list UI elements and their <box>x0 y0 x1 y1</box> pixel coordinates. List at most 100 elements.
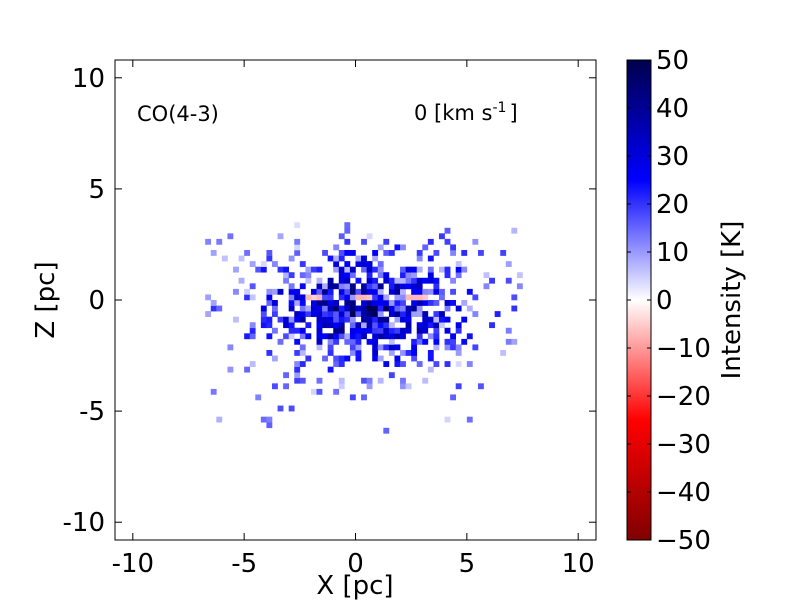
heat-cell <box>322 283 328 290</box>
heat-cell <box>283 316 289 323</box>
heat-cell <box>338 277 345 284</box>
heat-cell <box>233 266 239 273</box>
heat-cell <box>322 294 328 301</box>
heat-cell <box>394 283 401 290</box>
heat-cell <box>338 322 345 329</box>
heat-cell <box>355 355 362 362</box>
heat-cell <box>305 355 312 362</box>
colorbar-label: Intensity [K] <box>717 221 747 380</box>
heat-cell <box>411 300 418 306</box>
heat-cell <box>361 311 367 317</box>
heat-cell <box>344 277 351 284</box>
heat-cell <box>299 311 306 317</box>
heat-cell <box>299 305 306 312</box>
heat-cell <box>316 333 323 340</box>
heat-cell <box>372 294 379 301</box>
heat-cell <box>494 311 501 317</box>
velocity-prefix: 0 [km s <box>414 101 492 125</box>
heat-cell <box>439 294 445 301</box>
heat-cell <box>294 288 301 295</box>
heat-cell <box>266 250 273 256</box>
heat-cell <box>427 366 434 373</box>
heat-cell <box>405 294 412 301</box>
heat-cell <box>383 327 390 334</box>
heat-cell <box>444 238 451 245</box>
heat-cell <box>461 316 468 323</box>
heat-cell <box>244 250 251 256</box>
heat-cell <box>394 327 401 334</box>
heat-cell <box>361 261 367 267</box>
heat-cell <box>461 300 468 306</box>
heat-cell <box>411 277 418 284</box>
heat-cell <box>400 272 406 279</box>
x-tick-label: 5 <box>459 549 476 579</box>
heat-cell <box>444 300 451 306</box>
heat-cell <box>400 327 406 334</box>
heat-cell <box>333 255 340 262</box>
heat-cell <box>516 272 523 279</box>
heat-cell <box>355 255 362 262</box>
heat-cell <box>233 316 239 323</box>
heat-cell <box>361 316 367 323</box>
heat-cell <box>344 283 351 290</box>
heat-cell <box>439 266 445 273</box>
heat-cell <box>310 305 317 312</box>
heat-cell <box>372 316 379 323</box>
heat-cell <box>361 255 367 262</box>
heat-cell <box>444 416 451 423</box>
heat-cell <box>427 350 434 356</box>
heat-cell <box>294 244 301 251</box>
heat-cell <box>366 316 373 323</box>
heat-cell <box>294 338 301 345</box>
heat-cell <box>433 283 440 290</box>
heat-cell <box>422 277 429 284</box>
heat-cell <box>338 272 345 279</box>
heat-cell <box>366 305 373 312</box>
heat-cell <box>338 233 345 240</box>
heat-cell <box>249 361 256 367</box>
heat-cell <box>283 272 289 279</box>
heat-cell <box>283 372 289 379</box>
heat-cell <box>249 294 256 301</box>
heat-cell <box>411 266 418 273</box>
heat-cell <box>427 238 434 245</box>
heat-cell <box>388 338 395 345</box>
heat-cell <box>327 300 334 306</box>
heat-cell <box>477 250 484 256</box>
heat-cell <box>333 316 340 323</box>
heat-cell <box>299 300 306 306</box>
heat-cell <box>444 338 451 345</box>
heat-cell <box>433 333 440 340</box>
heat-cell <box>355 294 362 301</box>
heat-cell <box>316 327 323 334</box>
heat-cell <box>394 316 401 323</box>
heat-cell <box>372 311 379 317</box>
heat-cell <box>377 377 384 384</box>
heat-cell <box>277 338 284 345</box>
y-tick-label: -10 <box>63 508 105 538</box>
heat-cell <box>377 266 384 273</box>
heat-cell <box>260 305 267 312</box>
heat-cell <box>361 266 367 273</box>
heat-cell <box>366 311 373 317</box>
heat-cell <box>294 316 301 323</box>
heat-cell <box>427 277 434 284</box>
colorbar-tick-label: −40 <box>656 478 711 508</box>
heat-cell <box>366 377 373 384</box>
heat-cell <box>450 394 457 401</box>
heat-cell <box>355 327 362 334</box>
heat-cell <box>271 327 278 334</box>
heat-cell <box>299 294 306 301</box>
heat-cell <box>316 338 323 345</box>
heat-cell <box>349 338 356 345</box>
heat-cell <box>405 283 412 290</box>
heat-cell <box>388 277 395 284</box>
colorbar-tick-label: 30 <box>656 142 689 172</box>
heat-cell <box>294 377 301 384</box>
heat-cell <box>411 288 418 295</box>
heat-cell <box>377 322 384 329</box>
heat-cell <box>383 305 390 312</box>
colorbar-tick-label: 50 <box>656 46 689 76</box>
heat-cell <box>333 327 340 334</box>
heat-cell <box>422 294 429 301</box>
